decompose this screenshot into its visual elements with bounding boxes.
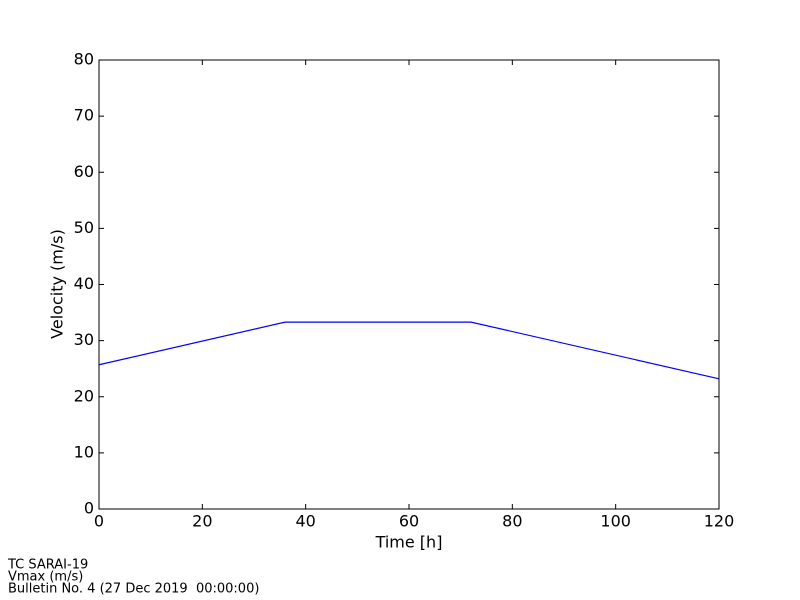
x-tick-label: 120 bbox=[704, 512, 735, 531]
x-tick-label: 60 bbox=[399, 512, 419, 531]
data-line bbox=[98, 321, 720, 380]
y-tick-label: 20 bbox=[74, 386, 94, 405]
y-tick-label: 60 bbox=[74, 162, 94, 181]
y-tick-label: 70 bbox=[74, 106, 94, 125]
footer-note: Vmax (m/s) bbox=[8, 570, 83, 585]
y-tick-label: 0 bbox=[84, 499, 94, 518]
x-tick-label: 20 bbox=[192, 512, 212, 531]
footer-note: Bulletin No. 4 (27 Dec 2019 00:00:00) bbox=[8, 582, 259, 597]
footer-note: TC SARAI-19 bbox=[7, 558, 88, 573]
y-tick-label: 10 bbox=[74, 442, 94, 461]
x-tick-label: 0 bbox=[94, 512, 104, 531]
y-tick-label: 50 bbox=[74, 218, 94, 237]
x-axis-label: Time [h] bbox=[375, 533, 443, 552]
y-tick-label: 80 bbox=[74, 50, 94, 69]
y-axis-label: Velocity (m/s) bbox=[48, 229, 67, 339]
plot-frame bbox=[98, 59, 720, 510]
x-tick-label: 80 bbox=[502, 512, 522, 531]
y-tick-label: 30 bbox=[74, 330, 94, 349]
x-tick-label: 100 bbox=[600, 512, 631, 531]
x-tick-label: 40 bbox=[295, 512, 315, 531]
y-tick-label: 40 bbox=[74, 274, 94, 293]
